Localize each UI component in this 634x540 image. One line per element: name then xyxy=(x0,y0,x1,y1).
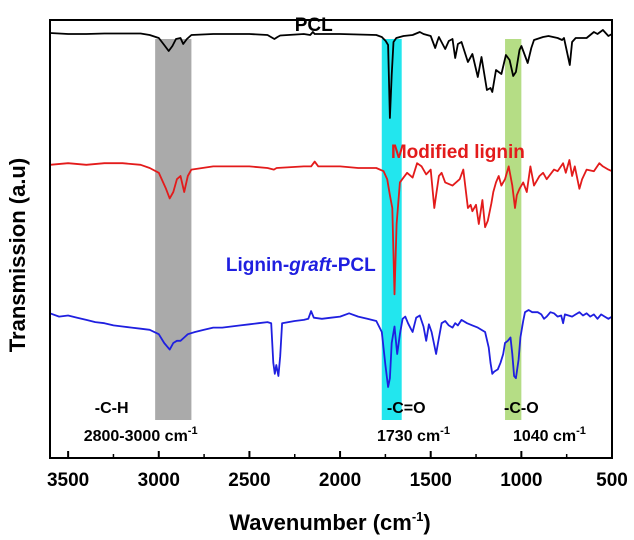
series-label-0: PCL xyxy=(295,15,333,36)
band-range-label-0: 2800-3000 cm-1 xyxy=(84,425,198,445)
y-axis-label: Transmission (a.u) xyxy=(5,158,30,352)
x-axis-label-sup: -1 xyxy=(412,509,424,524)
x-tick-label: 2000 xyxy=(319,470,361,491)
highlight-bands xyxy=(155,39,522,420)
series-line-1 xyxy=(49,159,613,296)
band-label-0: -C-H xyxy=(95,400,129,417)
x-tick-label: 1500 xyxy=(410,470,452,491)
x-axis-ticks: 3500 3000 2500 2000 1500 1000 500 xyxy=(47,451,628,491)
x-axis-label: Wavenumber (cm-1) xyxy=(229,509,430,535)
plot-frame xyxy=(49,19,613,459)
highlight-band-1 xyxy=(381,39,402,420)
x-tick-label: 3000 xyxy=(138,470,180,491)
band-range-label-2: 1040 cm-1 xyxy=(513,425,586,445)
series-label-1: Modified lignin xyxy=(391,142,525,163)
series-label-2: Lignin-graft-PCL xyxy=(226,255,376,276)
highlight-band-0 xyxy=(155,39,192,420)
x-tick-label: 1000 xyxy=(500,470,542,491)
x-tick-label: 2500 xyxy=(228,470,270,491)
x-axis-label-tail: ) xyxy=(423,510,430,535)
series-line-2 xyxy=(49,309,613,388)
spectra-curves xyxy=(49,29,613,388)
annotations: PCL Modified lignin Lignin-graft-PCL -C-H 28… xyxy=(84,15,586,445)
x-axis-label-main: Wavenumber (cm xyxy=(229,510,412,535)
series-line-0 xyxy=(49,29,613,119)
x-tick-label: 500 xyxy=(596,470,628,491)
x-tick-label: 3500 xyxy=(47,470,89,491)
highlight-band-2 xyxy=(505,39,522,420)
band-label-2: -C-O xyxy=(504,400,539,417)
band-label-1: -C=O xyxy=(387,400,426,417)
band-range-label-1: 1730 cm-1 xyxy=(377,425,450,445)
